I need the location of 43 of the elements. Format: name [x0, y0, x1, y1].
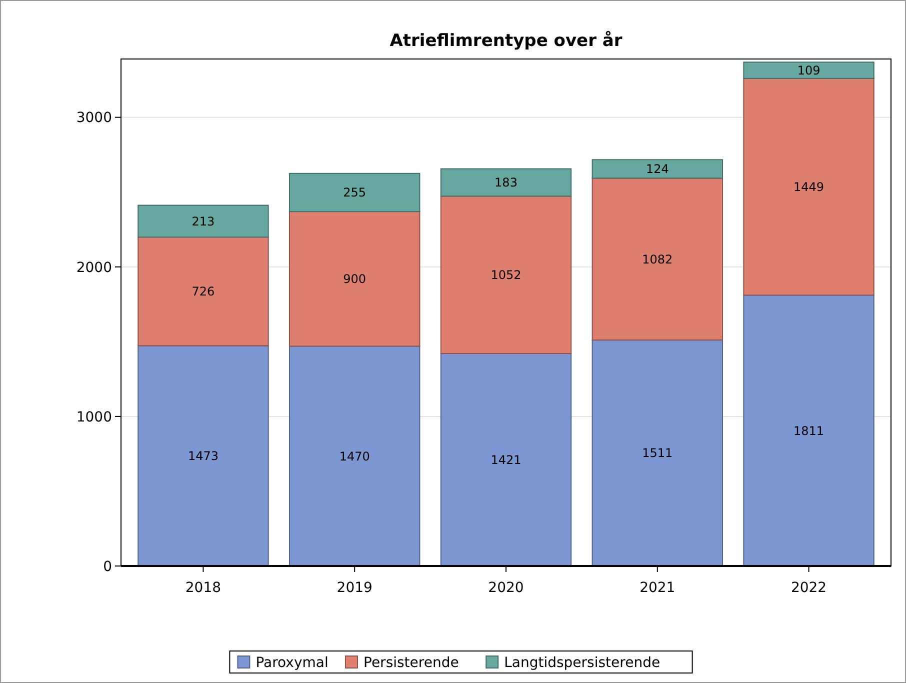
legend-label: Langtidspersisterende: [504, 654, 660, 671]
bar: [592, 178, 723, 341]
data-label: 124: [646, 162, 669, 176]
data-label: 1511: [642, 446, 673, 460]
data-label: 1421: [490, 452, 522, 467]
y-tick-label: 0: [103, 558, 112, 575]
data-label: 183: [494, 176, 518, 190]
bar: [289, 172, 420, 212]
x-tick-label: 2021: [640, 580, 676, 596]
bar: [440, 196, 572, 354]
y-tick-label: 1000: [76, 409, 112, 426]
data-label: 900: [343, 272, 366, 286]
bar: [138, 345, 269, 566]
bar: [440, 168, 572, 197]
data-label: 726: [192, 284, 215, 299]
y-tick-label: 3000: [76, 110, 112, 126]
data-label: 1470: [339, 449, 370, 464]
bar: [743, 78, 874, 296]
data-label: 213: [192, 214, 215, 228]
x-tick-label: 2019: [336, 580, 372, 596]
chart-title: Atrieflimrentype over år: [390, 30, 623, 51]
bar: [592, 340, 723, 566]
data-label: 1082: [642, 252, 673, 266]
x-tick-label: 2018: [185, 580, 222, 596]
y-tick-label: 2000: [76, 260, 112, 276]
data-label: 1811: [794, 424, 824, 438]
data-label: 1473: [188, 449, 218, 464]
x-tick-label: 2020: [488, 580, 524, 596]
data-label: 255: [343, 186, 366, 200]
legend-label: Persisterende: [364, 654, 459, 671]
bar: [289, 346, 420, 566]
legend-label: Paroxymal: [256, 654, 328, 671]
bar: [743, 62, 874, 79]
bar: [289, 211, 420, 347]
bar: [440, 352, 572, 566]
x-tick-label: 2022: [790, 580, 827, 596]
bar: [138, 204, 269, 238]
data-label: 1052: [490, 268, 522, 282]
bar: [592, 159, 723, 179]
data-label: 109: [797, 63, 820, 78]
bar: [743, 294, 874, 566]
bar: [138, 236, 269, 346]
data-label: 1449: [794, 180, 824, 194]
